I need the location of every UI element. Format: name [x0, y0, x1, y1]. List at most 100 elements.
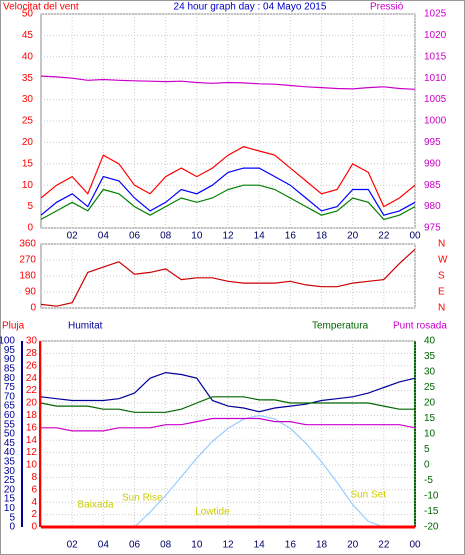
x-tick-label: 12 [222, 231, 234, 242]
y-tick-label: 65 [4, 401, 16, 412]
y-tick-label: 0 [424, 460, 430, 471]
y-tick-label: 25 [4, 475, 16, 486]
series-line [40, 248, 416, 307]
y-tick-label: -5 [424, 475, 433, 486]
y-tick-label: W [438, 255, 448, 266]
y-tick-label: 5 [27, 201, 33, 212]
x-tick-label: 10 [191, 231, 203, 242]
y-tick-label: 35 [22, 73, 34, 84]
y-tick-label: 2 [31, 509, 37, 520]
annotation: Lowtide [195, 507, 230, 518]
y-tick-label: 40 [4, 447, 16, 458]
series-line [40, 184, 416, 221]
y-tick-label: 5 [424, 444, 430, 455]
x-tick-label: 16 [285, 231, 297, 242]
x-tick-label: 12 [222, 540, 234, 551]
rain-label: Pluja [2, 321, 25, 332]
series-line [40, 146, 416, 208]
x-tick-label: 06 [129, 540, 141, 551]
x-tick-label: 02 [67, 231, 79, 242]
y-tick-label: 55 [4, 419, 16, 430]
annotation: Baixada [77, 500, 114, 511]
y-tick-label: 90 [4, 354, 16, 365]
y-tick-label: 10 [26, 460, 38, 471]
y-tick-label: 25 [424, 382, 436, 393]
x-tick-label: 16 [285, 540, 297, 551]
y-tick-label: 10 [22, 180, 34, 191]
y-tick-label: 15 [22, 158, 34, 169]
y-tick-label: 1015 [424, 51, 447, 62]
x-tick-label: 02 [67, 540, 79, 551]
y-tick-label: -15 [424, 506, 439, 517]
annotation: Sun Rise [122, 493, 163, 504]
y-tick-label: 25 [22, 116, 34, 127]
y-tick-label: 0 [31, 522, 37, 533]
x-tick-label: 18 [316, 231, 328, 242]
y-tick-label: 35 [424, 351, 436, 362]
y-tick-label: 1020 [424, 30, 447, 41]
y-tick-label: 15 [424, 413, 436, 424]
y-tick-label: 10 [424, 429, 436, 440]
y-tick-label: 80 [4, 373, 16, 384]
chart-title: 24 hour graph day : 04 Mayo 2015 [174, 2, 327, 13]
y-tick-label: 20 [4, 484, 16, 495]
temperature-label: Temperatura [312, 321, 369, 332]
y-tick-label: 35 [4, 457, 16, 468]
y-tick-label: N [438, 303, 445, 314]
y-tick-label: 40 [424, 336, 436, 347]
y-tick-label: 50 [4, 429, 16, 440]
x-tick-label: 10 [191, 540, 203, 551]
series-line [40, 396, 415, 413]
y-tick-label: 24 [26, 373, 38, 384]
y-tick-label: 1025 [424, 9, 447, 20]
x-tick-label: 14 [254, 540, 266, 551]
y-tick-label: 22 [26, 385, 38, 396]
y-tick-label: 270 [19, 255, 36, 266]
y-tick-label: 95 [4, 345, 16, 356]
x-tick-label: 20 [347, 540, 359, 551]
x-tick-label: 20 [347, 231, 359, 242]
y-tick-label: 990 [424, 158, 441, 169]
x-tick-label: 06 [129, 231, 141, 242]
y-tick-label: 1005 [424, 94, 447, 105]
series-line [41, 417, 416, 432]
y-tick-label: 0 [9, 522, 15, 533]
y-tick-label: 0 [30, 303, 36, 314]
y-tick-label: 30 [22, 94, 34, 105]
y-tick-label: 20 [26, 398, 38, 409]
y-tick-label: 40 [22, 51, 34, 62]
x-tick-label: 18 [316, 540, 328, 551]
y-tick-label: 980 [424, 201, 441, 212]
y-tick-label: 14 [26, 435, 38, 446]
y-tick-label: 20 [424, 398, 436, 409]
y-tick-label: 0 [27, 223, 33, 234]
y-tick-label: 45 [22, 30, 34, 41]
y-tick-label: 30 [4, 466, 16, 477]
y-tick-label: 26 [26, 360, 38, 371]
y-tick-label: 28 [26, 348, 38, 359]
y-tick-label: 50 [22, 9, 34, 20]
series-line [40, 167, 416, 216]
series-line [40, 75, 416, 90]
y-tick-label: 6 [31, 484, 37, 495]
humidity-label: Humitat [68, 321, 103, 332]
y-tick-label: 4 [31, 497, 37, 508]
y-tick-label: 10 [4, 503, 16, 514]
y-tick-label: -20 [424, 522, 439, 533]
y-tick-label: S [438, 271, 445, 282]
y-tick-label: N [438, 239, 445, 250]
y-tick-label: -10 [424, 491, 439, 502]
y-tick-label: 16 [26, 422, 38, 433]
series-line [40, 371, 416, 413]
y-tick-label: 5 [9, 512, 15, 523]
y-tick-label: 30 [424, 367, 436, 378]
x-tick-label: 08 [160, 540, 172, 551]
x-tick-label: 00 [409, 231, 421, 242]
pressure-label: Pressió [370, 2, 404, 13]
y-tick-label: 75 [4, 382, 16, 393]
y-tick-label: 45 [4, 438, 16, 449]
y-tick-label: 180 [19, 271, 36, 282]
x-tick-label: 14 [254, 231, 266, 242]
y-tick-label: 360 [19, 239, 36, 250]
